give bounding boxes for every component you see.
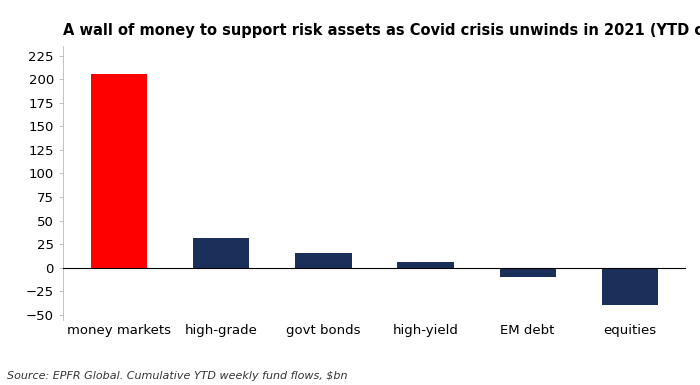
Bar <box>601 268 658 305</box>
Bar <box>193 238 249 268</box>
Text: A wall of money to support risk assets as Covid crisis unwinds in 2021 (YTD cumu: A wall of money to support risk assets a… <box>63 23 700 38</box>
Bar <box>398 262 454 268</box>
Bar <box>295 253 351 268</box>
Text: Source: EPFR Global. Cumulative YTD weekly fund flows, $bn: Source: EPFR Global. Cumulative YTD week… <box>7 371 347 381</box>
Bar <box>91 74 148 268</box>
Bar <box>500 268 556 277</box>
